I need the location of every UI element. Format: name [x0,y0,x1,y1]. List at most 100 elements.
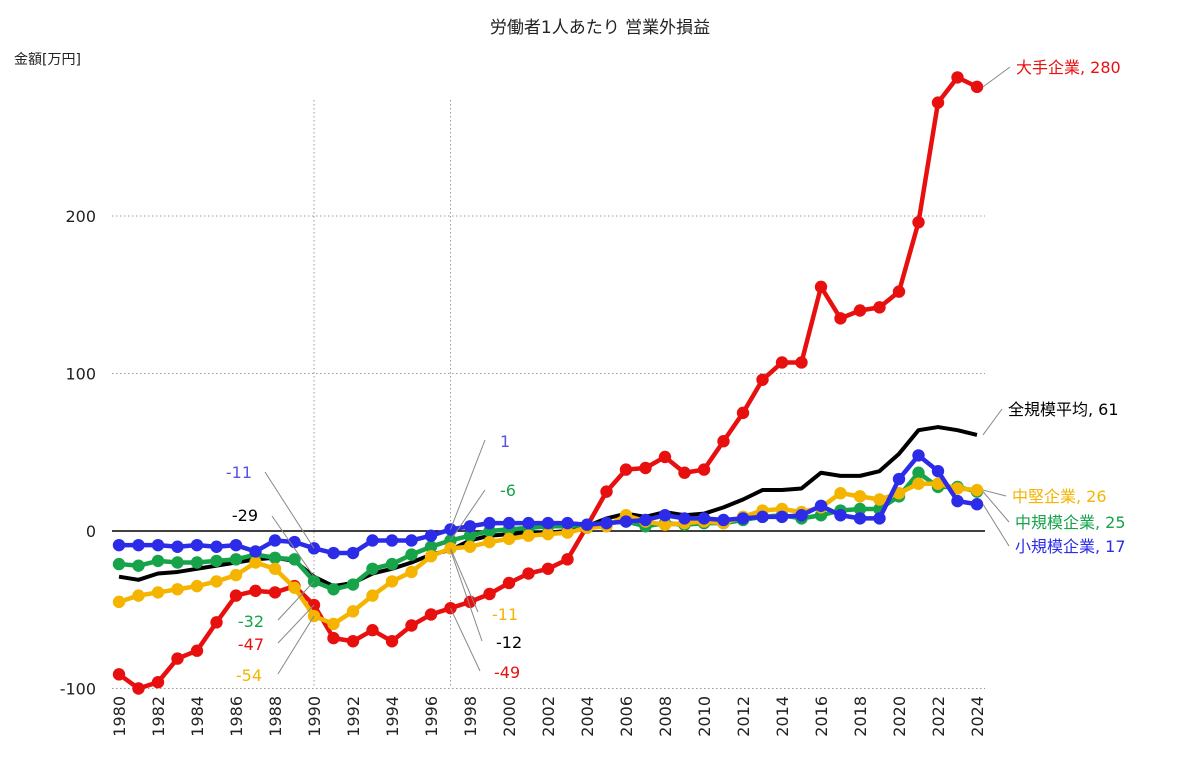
data-point [951,71,964,84]
data-point [288,581,301,594]
data-point [619,515,633,528]
data-point [132,589,145,602]
x-tick-label: 2008 [656,696,675,737]
data-point [151,538,165,552]
end-label-leader [982,408,1003,436]
data-point [463,520,477,533]
data-point [346,605,360,618]
data-point [873,512,886,525]
callout-leader [277,581,315,621]
data-point [210,554,223,568]
end-label: 中堅企業, 26 [1012,487,1107,506]
data-point [405,534,418,547]
data-point [912,466,925,479]
callout-label: -54 [236,666,262,685]
data-point [405,619,418,632]
data-point [561,553,574,566]
x-tick-label: 2010 [695,696,714,737]
data-point [424,529,438,542]
x-tick-label: 2018 [851,696,870,737]
callout-label: -12 [496,633,522,652]
data-point [190,579,204,593]
data-point [522,567,535,580]
end-label-leader [982,489,1007,497]
data-point [697,512,711,525]
callout-label: -11 [226,463,252,482]
x-tick-label: 2000 [500,696,519,737]
data-point [912,477,925,490]
data-point [327,583,340,596]
data-point [288,553,301,566]
data-point [171,556,184,569]
callout-label: -49 [494,663,520,682]
series-line-0 [117,75,978,691]
x-tick-label: 2002 [539,696,558,737]
data-point [717,513,730,527]
data-point [483,516,496,530]
data-point [249,584,262,598]
data-point [112,668,126,681]
data-point [190,556,204,569]
data-point [795,509,808,522]
data-point [190,538,204,552]
data-point [210,575,223,588]
data-point [366,589,379,602]
end-label-leader [982,491,1010,523]
data-point [424,608,438,621]
data-point [600,485,613,498]
callout-label: -29 [232,506,258,525]
data-point [853,502,867,516]
x-tick-label: 1982 [149,696,168,737]
end-label: 小規模企業, 17 [1015,537,1126,556]
data-point [151,676,165,689]
data-point [366,562,379,575]
data-point [405,548,418,561]
data-point [697,463,711,476]
data-point [775,510,789,524]
data-point [853,304,867,317]
data-point [424,540,438,553]
data-point [151,554,165,568]
data-point [931,477,945,490]
data-point [658,509,672,522]
data-point [112,595,126,609]
data-point [385,575,399,588]
data-point [892,285,906,298]
x-tick-label: 1990 [305,696,324,737]
end-label-leader [982,503,1010,547]
data-point [756,373,769,386]
data-point [502,532,516,546]
data-point [249,556,262,569]
x-tick-label: 1998 [461,696,480,737]
data-point [366,624,379,637]
data-point [912,216,925,229]
data-point [483,535,496,549]
data-point [268,551,282,564]
end-label: 中規模企業, 25 [1015,513,1126,532]
data-point [561,526,574,539]
data-point [658,450,672,464]
data-point [873,493,886,506]
data-point [463,540,477,553]
data-point [970,483,984,497]
data-point [853,490,867,503]
data-point [658,518,672,531]
y-tick-label: 200 [65,207,96,226]
x-tick-label: 2020 [890,696,909,737]
callout-label: 1 [500,432,510,451]
data-point [385,635,399,648]
data-point [756,510,769,524]
data-point [463,529,477,542]
data-point [268,586,282,599]
callout-leader [450,607,481,672]
callout-label: -32 [238,612,264,631]
data-point [229,589,243,602]
data-point [132,538,145,552]
callout-label: -11 [492,605,518,624]
end-label: 全規模平均, 61 [1008,400,1119,419]
x-tick-label: 1992 [344,696,363,737]
data-point [112,557,126,571]
data-point [834,509,847,522]
x-tick-label: 1984 [188,696,207,737]
data-point [327,546,340,560]
